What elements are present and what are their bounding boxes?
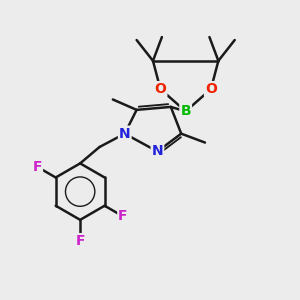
Text: N: N (119, 127, 130, 141)
Text: N: N (152, 145, 163, 158)
Text: F: F (118, 209, 128, 223)
Text: B: B (180, 104, 191, 118)
Text: O: O (154, 82, 166, 96)
Text: F: F (75, 234, 85, 248)
Text: O: O (205, 82, 217, 96)
Text: F: F (33, 160, 42, 174)
